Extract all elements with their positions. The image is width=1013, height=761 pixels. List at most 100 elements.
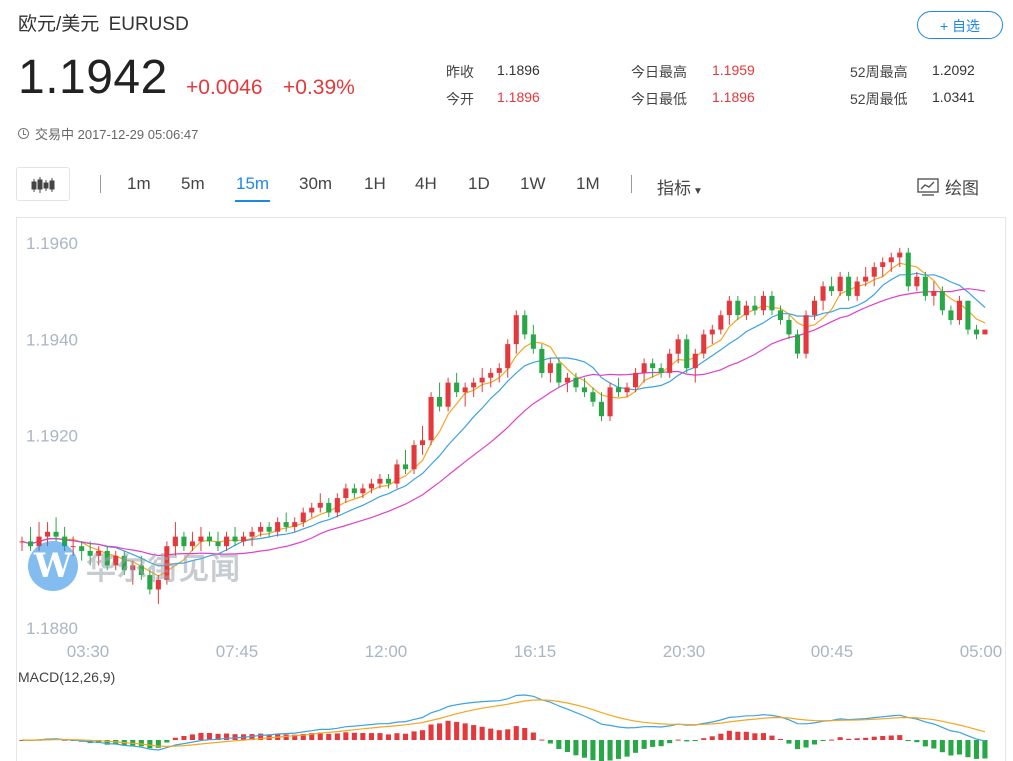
pair-title: 欧元/美元 EURUSD xyxy=(18,9,189,36)
tab-30m[interactable]: 30m xyxy=(299,174,333,193)
stat-value-prev-close: 1.1896 xyxy=(497,62,540,78)
macd-bar xyxy=(812,740,818,745)
macd-bar xyxy=(232,734,238,740)
macd-bar xyxy=(505,729,511,740)
indicators-label: 指标 xyxy=(657,179,691,198)
macd-bar xyxy=(215,733,221,740)
macd-bar xyxy=(735,731,741,740)
stat-label-open: 今开 xyxy=(446,91,474,107)
candle-body xyxy=(496,368,502,373)
tab-15m[interactable]: 15m xyxy=(236,174,270,193)
candle-body xyxy=(709,329,715,335)
tab-1m[interactable]: 1m xyxy=(127,174,151,193)
candle-body xyxy=(914,276,920,287)
macd-bar xyxy=(488,728,494,740)
macd-bar xyxy=(300,733,306,740)
macd-bar xyxy=(786,740,792,744)
x-tick-label: 16:15 xyxy=(514,642,557,661)
macd-bar xyxy=(343,732,349,740)
ma20-line xyxy=(21,288,986,557)
macd-bar xyxy=(982,740,988,759)
macd-bar xyxy=(675,739,681,741)
macd-bar xyxy=(956,740,962,755)
candle-body xyxy=(471,382,477,388)
candle-body xyxy=(897,252,903,258)
macd-bar xyxy=(846,738,852,740)
pair-name: 欧元/美元 xyxy=(18,14,100,35)
candle-body xyxy=(718,315,724,330)
candle-body xyxy=(130,565,136,571)
chart-type-button[interactable] xyxy=(16,167,70,201)
macd-bar xyxy=(462,723,468,740)
price-change-pct: +0.39% xyxy=(283,76,355,99)
candle-body xyxy=(786,320,792,335)
candle-body xyxy=(377,478,383,484)
candle-body xyxy=(556,363,562,383)
tab-5m[interactable]: 5m xyxy=(181,174,205,193)
candle-body xyxy=(982,329,988,335)
candle-body xyxy=(505,344,511,369)
tab-4h[interactable]: 4H xyxy=(415,174,437,193)
candle-body xyxy=(939,291,945,311)
macd-bar xyxy=(394,733,400,740)
candle-body xyxy=(650,363,656,369)
macd-bar xyxy=(556,740,562,749)
candle-body xyxy=(658,368,664,373)
candle-body xyxy=(385,478,391,484)
tab-1mo[interactable]: 1M xyxy=(576,174,600,193)
candle-body xyxy=(104,551,110,566)
macd-bar xyxy=(283,734,289,740)
stat-value-52w-high: 1.2092 xyxy=(932,62,975,78)
macd-bar xyxy=(496,730,502,740)
candle-body xyxy=(633,372,639,388)
draw-button[interactable]: 绘图 xyxy=(917,174,979,199)
add-watchlist-button[interactable]: + 自选 xyxy=(917,11,1003,39)
macd-bar xyxy=(292,734,298,740)
candle-body xyxy=(837,276,843,292)
stat-value-52w-low: 1.0341 xyxy=(932,89,975,105)
macd-bar xyxy=(317,732,323,740)
x-tick-label: 03:30 xyxy=(67,642,110,661)
macd-bar xyxy=(547,740,553,744)
macd-bar xyxy=(726,730,732,740)
chart-draw-icon xyxy=(917,177,939,196)
candle-body xyxy=(402,464,408,470)
macd-bar xyxy=(249,734,255,740)
macd-label: MACD(12,26,9) xyxy=(18,669,116,685)
candle-body xyxy=(931,291,937,296)
candle-body xyxy=(965,300,971,330)
x-tick-label: 07:45 xyxy=(216,642,259,661)
macd-bar xyxy=(803,740,809,748)
macd-bar xyxy=(164,740,170,743)
candle-body xyxy=(164,546,170,580)
candle-body xyxy=(692,353,698,369)
tab-1d[interactable]: 1D xyxy=(468,174,490,193)
candle-body xyxy=(922,276,928,296)
candle-body xyxy=(215,541,221,547)
ma10-line xyxy=(21,272,986,567)
candle-body xyxy=(760,295,766,311)
tab-1w[interactable]: 1W xyxy=(520,174,546,193)
macd-bar xyxy=(590,740,596,761)
watermark: W 华尔街见闻 xyxy=(28,541,241,591)
macd-bar xyxy=(377,733,383,740)
x-tick-label: 00:45 xyxy=(811,642,854,661)
candle-body xyxy=(590,392,596,402)
tab-1h[interactable]: 1H xyxy=(364,174,386,193)
candle-body xyxy=(547,363,553,373)
candle-body xyxy=(846,276,852,296)
candle-body xyxy=(641,363,647,373)
macd-bar xyxy=(581,740,587,758)
indicators-dropdown[interactable]: 指标 ▼ xyxy=(657,174,703,199)
candle-body xyxy=(522,315,528,335)
price-change: +0.0046 xyxy=(186,76,263,99)
candle-body xyxy=(743,305,749,316)
candle-body xyxy=(880,262,886,267)
caret-down-icon: ▼ xyxy=(693,186,703,197)
candle-body xyxy=(198,536,204,542)
macd-bar xyxy=(667,740,673,744)
candle-body xyxy=(300,512,306,523)
candle-body xyxy=(871,267,877,277)
macd-bar xyxy=(530,732,536,740)
